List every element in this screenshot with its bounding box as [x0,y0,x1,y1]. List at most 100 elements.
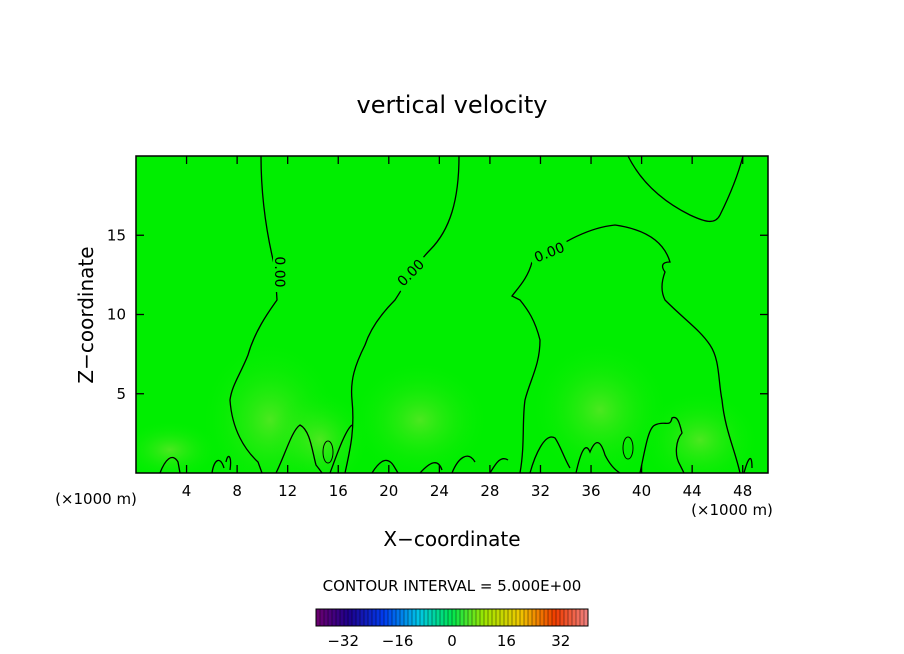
colorbar-tick-label: 16 [497,632,516,650]
colorbar-swatch [527,608,533,627]
colorbar-swatch [363,608,369,627]
colorbar-swatch [447,608,453,627]
x-tick-label: 4 [182,482,192,500]
colorbar-swatch [339,608,345,627]
colorbar-swatch [379,608,385,627]
colorbar-swatch [407,608,413,627]
x-axis-label: X−coordinate [383,527,520,551]
colorbar-swatch [471,608,477,627]
colorbar-swatch [555,608,561,627]
contour-near-surface [159,416,753,473]
x-tick-label: 28 [480,482,499,500]
colorbar-swatch [463,608,469,627]
colorbar-swatch [387,608,393,627]
colorbar-swatch [531,608,537,627]
plot-area: 0.00 0.00 0.00 [135,155,769,474]
x-tick-label: 40 [632,482,651,500]
y-tick-label: 10 [107,306,126,324]
y-tick-label: 15 [107,226,126,244]
colorbar-tick-label: −32 [327,632,359,650]
colorbar-swatch [331,608,337,627]
warm-patches [136,340,760,473]
colorbar-swatch [443,608,449,627]
colorbar-swatch [491,608,497,627]
chart-title: vertical velocity [357,91,548,119]
colorbar-frame [315,608,589,627]
y-axis-label: Z−coordinate [74,246,98,383]
colorbar: −32 −16 0 16 32 [315,608,589,650]
colorbar-swatch [575,608,581,627]
colorbar-tick-label: 32 [551,632,570,650]
x-tick-label: 8 [232,482,242,500]
contour-zero-right [627,156,744,223]
contour-zero-dome [511,224,741,473]
x-tick-label: 24 [430,482,449,500]
contour-zero-mid [344,156,460,473]
colorbar-swatch [451,608,457,627]
x-tick-label: 16 [329,482,348,500]
colorbar-swatch [395,608,401,627]
colorbar-swatch [391,608,397,627]
colorbar-swatch [347,608,353,627]
colorbar-swatch [351,608,357,627]
colorbar-swatch [559,608,565,627]
x-tick-label: 36 [581,482,600,500]
contour-closed-1 [322,440,334,464]
colorbar-swatch [335,608,341,627]
svg-text:0.00: 0.00 [271,256,287,287]
x-tick-label: 48 [733,482,752,500]
colorbar-swatch [563,608,569,627]
colorbar-swatch [355,608,361,627]
colorbar-swatch [327,608,333,627]
colorbar-swatch [495,608,501,627]
colorbar-swatch [475,608,481,627]
x-tick-label: 44 [683,482,702,500]
contour-label: 0.00 [271,252,287,292]
colorbar-swatch [483,608,489,627]
colorbar-swatch [499,608,505,627]
colorbar-swatch [543,608,549,627]
colorbar-swatch [455,608,461,627]
colorbar-swatch [523,608,529,627]
colorbar-swatch [487,608,493,627]
colorbar-swatch [367,608,373,627]
y-axis: 5 10 15 [107,226,768,403]
colorbar-swatch [467,608,473,627]
x-tick-label: 20 [379,482,398,500]
colorbar-swatch [459,608,465,627]
colorbar-swatch [503,608,509,627]
colorbar-swatch [519,608,525,627]
x-unit-right: (×1000 m) [691,501,773,519]
colorbar-swatch [375,608,381,627]
colorbar-swatch [567,608,573,627]
x-tick-label: 12 [278,482,297,500]
colorbar-swatch [431,608,437,627]
colorbar-swatch [383,608,389,627]
colorbar-swatch [535,608,541,627]
contour-interval: CONTOUR INTERVAL = 5.000E+00 [323,577,582,595]
x-axis: 4 8 12 16 20 24 28 32 36 40 44 48 [182,156,752,500]
colorbar-swatch [415,608,421,627]
x-tick-label: 32 [531,482,550,500]
colorbar-swatch [507,608,513,627]
colorbar-swatch [479,608,485,627]
colorbar-swatch [579,608,585,627]
colorbar-swatch [511,608,517,627]
colorbar-swatch [539,608,545,627]
colorbar-swatch [319,608,325,627]
colorbar-swatch [411,608,417,627]
contour-lines [159,156,753,473]
colorbar-tick-label: −16 [382,632,414,650]
colorbar-swatch [423,608,429,627]
colorbar-tick-label: 0 [447,632,457,650]
colorbar-swatch [515,608,521,627]
colorbar-swatch [399,608,405,627]
contour-closed-2 [622,436,634,460]
colorbar-swatch [403,608,409,627]
colorbar-swatch [427,608,433,627]
colorbar-swatch [343,608,349,627]
colorbar-swatch [315,608,321,627]
colorbar-swatch [547,608,553,627]
colorbar-swatch [359,608,365,627]
